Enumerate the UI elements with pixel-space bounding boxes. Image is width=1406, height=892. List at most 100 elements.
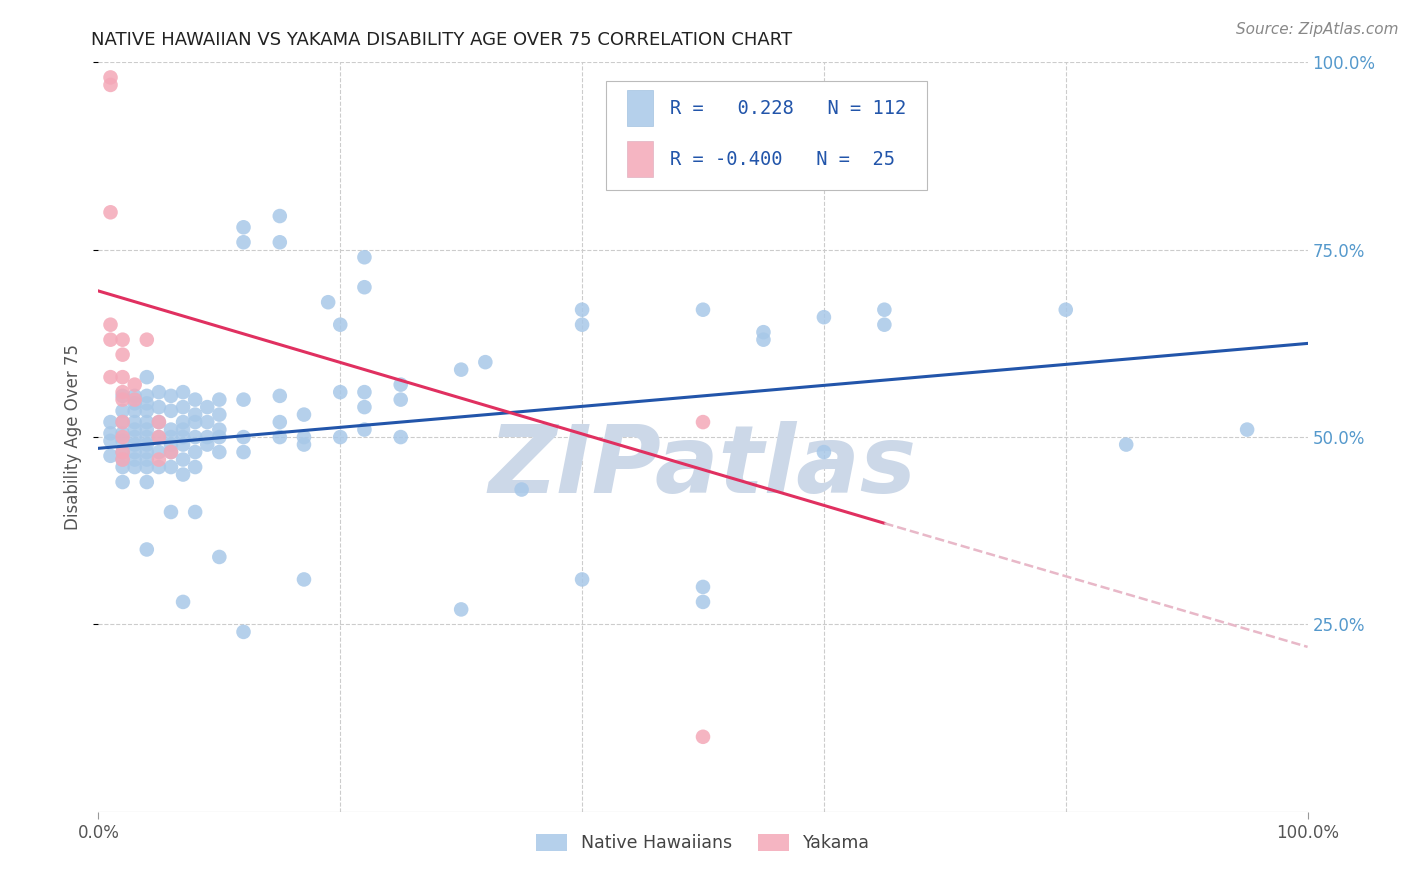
Point bbox=[124, 404, 146, 418]
Point bbox=[692, 302, 714, 317]
Point bbox=[269, 415, 291, 429]
Point bbox=[232, 445, 254, 459]
Point bbox=[571, 302, 593, 317]
Point bbox=[111, 389, 134, 403]
Point bbox=[160, 505, 183, 519]
Point bbox=[100, 415, 122, 429]
Point bbox=[148, 430, 170, 444]
FancyBboxPatch shape bbox=[627, 90, 654, 126]
Point bbox=[148, 452, 170, 467]
Point bbox=[111, 445, 134, 459]
Point bbox=[184, 445, 207, 459]
Point bbox=[100, 333, 122, 347]
Point bbox=[135, 475, 157, 489]
Point bbox=[172, 467, 194, 482]
Point bbox=[135, 389, 157, 403]
Point bbox=[195, 430, 218, 444]
Point bbox=[124, 389, 146, 403]
FancyBboxPatch shape bbox=[627, 141, 654, 178]
Point bbox=[124, 423, 146, 437]
Point bbox=[184, 460, 207, 475]
Point bbox=[208, 549, 231, 564]
Point bbox=[124, 460, 146, 475]
Point bbox=[124, 445, 146, 459]
Point bbox=[148, 415, 170, 429]
Point bbox=[172, 423, 194, 437]
Point bbox=[389, 377, 412, 392]
Text: ZIPatlas: ZIPatlas bbox=[489, 421, 917, 513]
Point bbox=[172, 415, 194, 429]
Point bbox=[1115, 437, 1137, 451]
Point bbox=[208, 392, 231, 407]
Point bbox=[148, 445, 170, 459]
Point bbox=[813, 310, 835, 325]
Point bbox=[208, 445, 231, 459]
Point bbox=[184, 430, 207, 444]
Point bbox=[269, 209, 291, 223]
Point bbox=[1054, 302, 1077, 317]
Point bbox=[160, 430, 183, 444]
Point bbox=[208, 430, 231, 444]
Point bbox=[111, 333, 134, 347]
Y-axis label: Disability Age Over 75: Disability Age Over 75 bbox=[65, 344, 83, 530]
Point bbox=[135, 333, 157, 347]
Point bbox=[160, 460, 183, 475]
Point bbox=[148, 430, 170, 444]
Point bbox=[100, 434, 122, 448]
Point bbox=[873, 318, 896, 332]
Point bbox=[100, 78, 122, 92]
Point bbox=[111, 426, 134, 441]
Point bbox=[111, 445, 134, 459]
Point bbox=[692, 580, 714, 594]
Text: Source: ZipAtlas.com: Source: ZipAtlas.com bbox=[1236, 22, 1399, 37]
Point bbox=[232, 235, 254, 250]
Point bbox=[124, 437, 146, 451]
Point bbox=[148, 415, 170, 429]
Point bbox=[111, 430, 134, 444]
Point bbox=[111, 452, 134, 467]
Text: NATIVE HAWAIIAN VS YAKAMA DISABILITY AGE OVER 75 CORRELATION CHART: NATIVE HAWAIIAN VS YAKAMA DISABILITY AGE… bbox=[91, 31, 793, 49]
Point bbox=[135, 452, 157, 467]
Point bbox=[148, 385, 170, 400]
Point bbox=[111, 434, 134, 448]
Point bbox=[389, 430, 412, 444]
Point bbox=[135, 415, 157, 429]
Point bbox=[100, 205, 122, 219]
Point bbox=[752, 325, 775, 339]
Point bbox=[450, 602, 472, 616]
Point bbox=[160, 445, 183, 459]
Point bbox=[135, 423, 157, 437]
Point bbox=[208, 408, 231, 422]
Point bbox=[232, 624, 254, 639]
Point bbox=[692, 595, 714, 609]
Point bbox=[148, 400, 170, 414]
Point bbox=[195, 415, 218, 429]
Point bbox=[292, 437, 315, 451]
Text: R = -0.400   N =  25: R = -0.400 N = 25 bbox=[671, 150, 896, 169]
Point bbox=[111, 392, 134, 407]
Point bbox=[100, 318, 122, 332]
Point bbox=[195, 437, 218, 451]
Point bbox=[111, 415, 134, 429]
Point bbox=[172, 437, 194, 451]
Point bbox=[100, 370, 122, 384]
Point bbox=[316, 295, 339, 310]
Point bbox=[111, 415, 134, 429]
Point bbox=[135, 437, 157, 451]
Point bbox=[111, 452, 134, 467]
Point bbox=[571, 318, 593, 332]
Point bbox=[172, 385, 194, 400]
Point bbox=[172, 452, 194, 467]
Point bbox=[353, 250, 375, 264]
Point bbox=[124, 377, 146, 392]
Point bbox=[1236, 423, 1258, 437]
Point bbox=[692, 730, 714, 744]
Point bbox=[124, 430, 146, 444]
Point bbox=[292, 430, 315, 444]
Point bbox=[172, 595, 194, 609]
Point bbox=[124, 392, 146, 407]
Point bbox=[329, 430, 352, 444]
Point bbox=[135, 370, 157, 384]
Point bbox=[160, 389, 183, 403]
Point bbox=[100, 426, 122, 441]
